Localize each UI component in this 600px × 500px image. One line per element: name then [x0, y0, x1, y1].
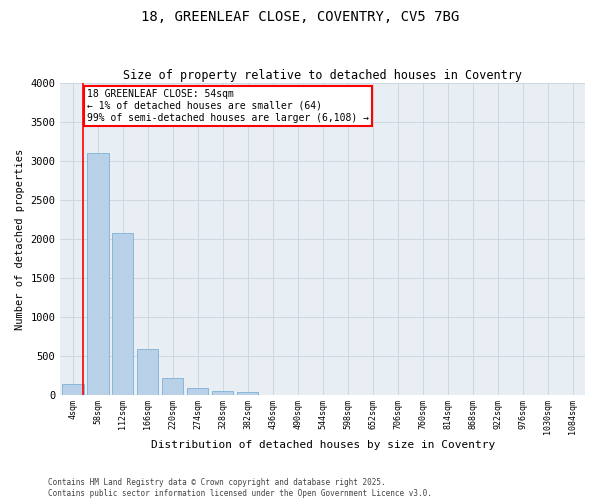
- X-axis label: Distribution of detached houses by size in Coventry: Distribution of detached houses by size …: [151, 440, 495, 450]
- Bar: [62, 384, 83, 394]
- Text: 18, GREENLEAF CLOSE, COVENTRY, CV5 7BG: 18, GREENLEAF CLOSE, COVENTRY, CV5 7BG: [141, 10, 459, 24]
- Bar: [237, 392, 259, 394]
- Text: Contains HM Land Registry data © Crown copyright and database right 2025.
Contai: Contains HM Land Registry data © Crown c…: [48, 478, 432, 498]
- Bar: [112, 232, 133, 394]
- Bar: [162, 378, 184, 394]
- Bar: [137, 349, 158, 395]
- Title: Size of property relative to detached houses in Coventry: Size of property relative to detached ho…: [123, 69, 522, 82]
- Bar: [187, 388, 208, 394]
- Bar: [87, 153, 109, 394]
- Bar: [212, 390, 233, 394]
- Y-axis label: Number of detached properties: Number of detached properties: [15, 148, 25, 330]
- Text: 18 GREENLEAF CLOSE: 54sqm
← 1% of detached houses are smaller (64)
99% of semi-d: 18 GREENLEAF CLOSE: 54sqm ← 1% of detach…: [87, 90, 369, 122]
